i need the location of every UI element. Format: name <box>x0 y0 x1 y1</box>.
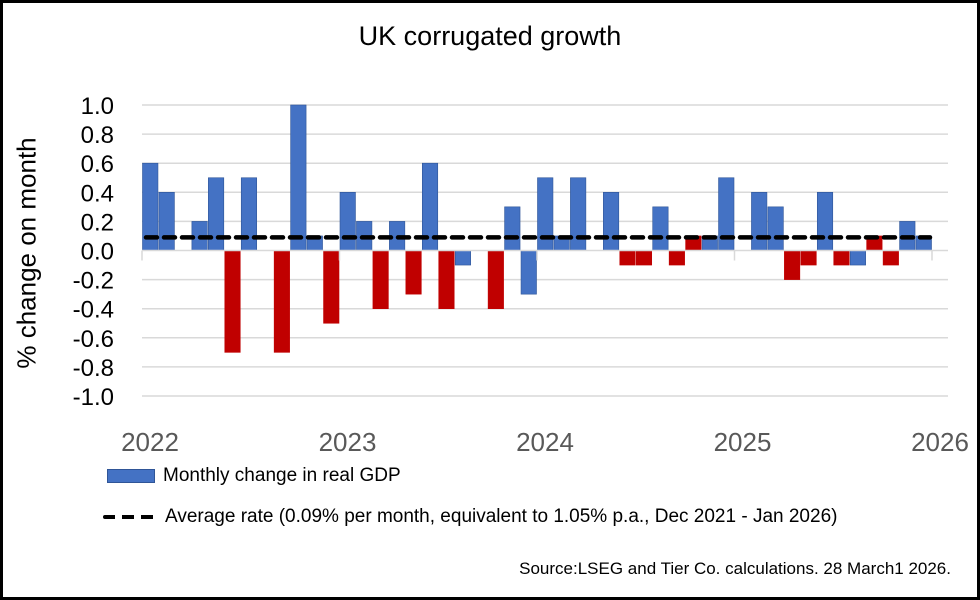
legend-item-line: Average rate (0.09% per month, equivalen… <box>103 506 837 528</box>
chart-title: UK corrugated growth <box>358 21 622 51</box>
bar <box>323 250 340 324</box>
legend-label-bar: Monthly change in real GDP <box>163 465 401 486</box>
y-tick-label: -0.6 <box>73 326 114 353</box>
x-tick-label: 2022 <box>121 427 179 457</box>
y-tick-label: -1.0 <box>73 384 114 411</box>
y-tick-label: 0.2 <box>81 209 114 236</box>
bar <box>816 192 834 251</box>
y-tick-label: 1.0 <box>81 93 114 120</box>
x-tick-label: 2025 <box>714 427 772 457</box>
legend-label-line: Average rate (0.09% per month, equivalen… <box>165 506 838 527</box>
y-tick-label: -0.4 <box>73 297 114 324</box>
bar <box>800 250 817 266</box>
x-axis <box>141 249 948 261</box>
y-tick-label: 0.0 <box>81 239 114 266</box>
bar <box>504 206 521 251</box>
bar <box>438 250 455 310</box>
bar <box>158 192 175 251</box>
y-tick-label: 0.6 <box>81 151 114 178</box>
y-tick-label: -0.2 <box>73 268 114 295</box>
bar <box>454 250 471 266</box>
bar <box>372 250 389 310</box>
bar <box>487 250 504 310</box>
y-tick-label: 0.4 <box>81 180 114 207</box>
bar <box>849 250 866 266</box>
legend-swatch-dash <box>103 515 159 519</box>
bar <box>767 206 784 251</box>
legend-swatch-bar <box>107 469 155 483</box>
bar <box>339 192 356 251</box>
bar <box>224 250 241 353</box>
bar <box>290 104 307 251</box>
legend-item-bar: Monthly change in real GDP <box>107 465 401 487</box>
x-axis-ticks: 2022 2023 2024 2025 2026 <box>121 427 969 457</box>
bar <box>668 250 685 266</box>
bar <box>882 250 899 266</box>
bar <box>619 250 636 266</box>
bar <box>405 250 422 295</box>
y-tick-label: -0.8 <box>73 355 114 382</box>
bar <box>635 250 653 266</box>
bar <box>603 192 620 251</box>
y-tick-label: 0.8 <box>81 122 114 149</box>
plot-area: 1.00.80.60.40.2 0.0-0.2-0.4-0.6-0.8-1.0 2… <box>73 93 969 457</box>
bar <box>652 206 669 251</box>
bar <box>833 250 850 266</box>
x-tick-label: 2026 <box>911 427 969 457</box>
bar <box>520 250 537 295</box>
source-note: Source:LSEG and Tier Co. calculations. 2… <box>519 559 951 578</box>
x-tick-label: 2024 <box>516 427 574 457</box>
bar <box>751 192 768 251</box>
bar <box>784 250 801 280</box>
y-axis-ticks: 1.00.80.60.40.2 0.0-0.2-0.4-0.6-0.8-1.0 <box>73 93 114 411</box>
bars <box>142 104 932 353</box>
bar <box>273 250 290 353</box>
x-tick-label: 2023 <box>319 427 377 457</box>
